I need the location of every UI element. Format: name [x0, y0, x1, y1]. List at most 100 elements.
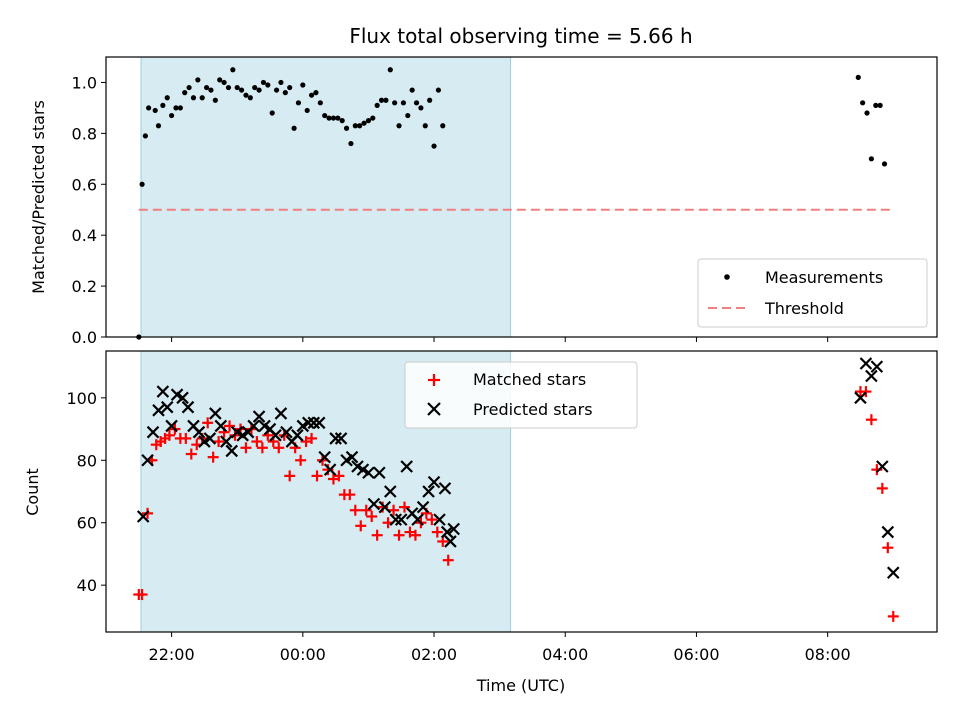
measurement-point	[313, 90, 319, 96]
y-tick-label: 60	[77, 514, 97, 533]
matched-star-point	[202, 417, 214, 429]
measurement-point	[195, 77, 201, 83]
predicted-star-point	[433, 513, 446, 526]
predicted-star-point	[219, 435, 233, 448]
y-tick-label: 0.2	[72, 277, 97, 296]
measurement-point	[873, 102, 879, 108]
matched-star-point	[865, 414, 877, 426]
predicted-star-point	[384, 485, 397, 498]
chart-title: Flux total observing time = 5.66 h	[349, 24, 692, 48]
measurement-point	[190, 95, 197, 101]
legend-label-matched: Matched stars	[473, 370, 586, 389]
measurement-point	[422, 123, 428, 129]
matched-star-point	[355, 520, 367, 532]
y-tick-label: 80	[77, 451, 97, 470]
predicted-star-point	[444, 535, 457, 548]
predicted-star-point	[440, 525, 454, 539]
matched-star-point	[887, 610, 899, 622]
predicted-star-point	[400, 460, 413, 473]
matched-star-point	[284, 470, 296, 482]
matched-star-point	[409, 529, 421, 541]
matched-star-point	[295, 454, 307, 466]
top-x-ticks	[171, 337, 829, 342]
measurement-point	[877, 102, 883, 108]
measurement-point	[139, 181, 145, 187]
predicted-star-point	[165, 419, 178, 433]
x-tick-label: 22:00	[149, 645, 195, 664]
measurement-point	[427, 97, 433, 103]
measurement-point	[243, 92, 249, 98]
measurement-point	[409, 87, 415, 93]
top-legend: Measurements Threshold	[697, 258, 928, 328]
measurement-point	[860, 100, 866, 106]
measurement-point	[238, 87, 245, 93]
predicted-star-point	[136, 510, 150, 523]
legend-marker-measurements	[724, 274, 730, 280]
measurement-point	[221, 79, 227, 86]
measurement-point	[392, 100, 398, 106]
legend-label-threshold: Threshold	[764, 299, 844, 318]
measurement-point	[435, 87, 441, 93]
measurement-point	[252, 84, 258, 91]
measurement-point	[212, 97, 218, 103]
measurement-point	[855, 74, 861, 80]
predicted-star-point	[274, 407, 288, 420]
measurement-point	[186, 84, 192, 91]
measurement-point	[282, 90, 288, 96]
matched-star-point	[240, 442, 252, 454]
top-y-ticks: 0.0 0.2 0.4 0.6 0.8 1.0	[72, 73, 106, 347]
measurement-point	[308, 92, 315, 98]
measurement-point	[317, 100, 323, 106]
predicted-star-point	[389, 513, 403, 526]
matched-star-point	[431, 526, 443, 538]
predicted-star-point	[427, 475, 441, 489]
predicted-star-point	[378, 500, 392, 514]
matched-star-point	[426, 514, 438, 526]
measurement-point	[295, 100, 302, 106]
predicted-star-point	[367, 497, 381, 511]
matched-star-point	[185, 448, 197, 460]
measurement-points	[136, 67, 888, 340]
top-panel: 0.0 0.2 0.4 0.6 0.8 1.0 Matched/Predicted sta…	[29, 56, 938, 347]
matched-star-point	[256, 442, 268, 454]
measurement-point	[304, 107, 310, 114]
predicted-star-point	[152, 404, 165, 417]
measurement-point	[203, 84, 210, 91]
matched-star-point	[251, 436, 263, 448]
measurement-point	[330, 115, 337, 121]
predicted-star-point	[192, 425, 206, 439]
legend-label-predicted: Predicted stars	[473, 400, 593, 419]
predicted-star-point	[859, 357, 873, 370]
predicted-star-point	[881, 525, 895, 539]
measurement-point	[146, 105, 152, 111]
measurement-point	[199, 95, 205, 101]
matched-star-point	[136, 589, 148, 601]
matched-star-point	[163, 429, 175, 441]
measurement-point	[413, 100, 420, 106]
predicted-star-point	[854, 391, 867, 405]
top-y-axis-label: Matched/Predicted stars	[29, 100, 48, 294]
measurement-point	[326, 115, 332, 121]
predicted-star-point	[334, 432, 348, 445]
predicted-star-point	[422, 485, 435, 498]
matched-star-point	[388, 504, 400, 516]
predicted-star-point	[416, 500, 430, 514]
predicted-star-point	[280, 425, 293, 439]
measurement-point	[348, 140, 354, 147]
matched-star-point	[213, 436, 225, 448]
measurement-point	[440, 123, 446, 129]
measurement-point	[868, 156, 874, 162]
top-plot-frame	[105, 56, 938, 338]
predicted-star-point	[345, 450, 359, 464]
bottom-plot-frame	[105, 350, 938, 633]
y-tick-label: 40	[77, 576, 97, 595]
predicted-star-point	[225, 444, 239, 458]
predicted-star-point	[156, 385, 170, 398]
bottom-y-axis-label: Count	[23, 468, 42, 516]
predicted-star-point	[394, 513, 408, 526]
matched-star-point	[360, 504, 372, 516]
x-tick-label: 00:00	[280, 645, 326, 664]
matched-star-point	[442, 554, 454, 566]
measurement-point	[173, 105, 179, 111]
measurement-point	[291, 125, 297, 131]
